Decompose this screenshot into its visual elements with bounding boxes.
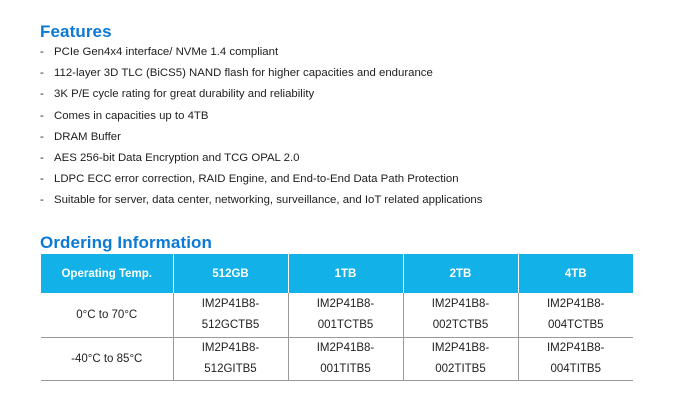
- feature-item: - Comes in capacities up to 4TB: [40, 109, 482, 130]
- bullet-dash: -: [40, 151, 44, 164]
- feature-item: - AES 256-bit Data Encryption and TCG OPA…: [40, 151, 482, 172]
- part-prefix: IM2P41B8-: [546, 298, 605, 310]
- part-number-cell: IM2P41B8- 002TITB5: [402, 337, 518, 381]
- part-prefix: IM2P41B8-: [316, 298, 375, 310]
- feature-item: - LDPC ECC error correction, RAID Engine,…: [40, 172, 482, 193]
- bullet-dash: -: [40, 88, 44, 101]
- part-number-cell: IM2P41B8- 002TCTB5: [402, 293, 518, 338]
- part-suffix: 004TCTB5: [547, 319, 604, 331]
- feature-text: LDPC ECC error correction, RAID Engine, …: [54, 173, 459, 186]
- features-list: - PCIe Gen4x4 interface/ NVMe 1.4 complia…: [40, 45, 482, 215]
- part-suffix: 512GCTB5: [201, 319, 260, 331]
- feature-text: Comes in capacities up to 4TB: [54, 109, 209, 122]
- bullet-dash: -: [40, 194, 44, 207]
- part-number-cell: IM2P41B8- 512GITB5: [172, 337, 288, 381]
- feature-text: 112-layer 3D TLC (BiCS5) NAND flash for …: [54, 67, 433, 80]
- part-suffix: 001TCTB5: [317, 319, 374, 331]
- temp-range-cell: 0°C to 70°C: [41, 293, 173, 338]
- part-prefix: IM2P41B8-: [546, 342, 605, 354]
- feature-text: 3K P/E cycle rating for great durability…: [54, 88, 315, 101]
- part-suffix: 001TITB5: [320, 363, 371, 375]
- part-prefix: IM2P41B8-: [316, 342, 375, 354]
- part-suffix: 512GITB5: [204, 363, 257, 375]
- feature-text: AES 256-bit Data Encryption and TCG OPAL…: [54, 151, 300, 164]
- part-number-cell: IM2P41B8- 001TCTB5: [287, 293, 403, 338]
- feature-item: - Suitable for server, data center, netwo…: [40, 193, 482, 214]
- feature-text: DRAM Buffer: [54, 130, 121, 143]
- table-row: 0°C to 70°C IM2P41B8- 512GCTB5 IM2P41B8- 0…: [41, 293, 633, 338]
- table-row: -40°C to 85°C IM2P41B8- 512GITB5 IM2P41B8…: [41, 337, 633, 381]
- feature-text: Suitable for server, data center, networ…: [54, 194, 483, 207]
- table-header-row: Operating Temp. 512GB 1TB 2TB 4TB: [41, 254, 633, 293]
- part-suffix: 002TITB5: [435, 363, 486, 375]
- part-prefix: IM2P41B8-: [431, 342, 490, 354]
- part-number-cell: IM2P41B8- 004TCTB5: [517, 293, 633, 338]
- part-suffix: 002TCTB5: [432, 319, 489, 331]
- feature-item: -112-layer 3D TLC (BiCS5) NAND flash for…: [40, 66, 482, 87]
- part-prefix: IM2P41B8-: [201, 342, 260, 354]
- part-prefix: IM2P41B8-: [431, 298, 490, 310]
- features-heading: Features: [40, 22, 112, 41]
- feature-item: - DRAM Buffer: [40, 130, 482, 151]
- bullet-dash: -: [40, 130, 44, 143]
- ordering-table: Operating Temp. 512GB 1TB 2TB 4TB 0°C to…: [41, 254, 633, 381]
- part-suffix: 004TITB5: [550, 363, 602, 375]
- header-operating-temp: Operating Temp.: [41, 254, 173, 293]
- bullet-dash: -: [40, 173, 44, 186]
- part-number-cell: IM2P41B8- 001TITB5: [287, 337, 403, 381]
- part-prefix: IM2P41B8-: [201, 298, 260, 310]
- feature-item: -3K P/E cycle rating for great durabilit…: [40, 87, 482, 108]
- feature-text: PCIe Gen4x4 interface/ NVMe 1.4 complian…: [54, 46, 279, 58]
- temp-range-cell: -40°C to 85°C: [41, 337, 173, 381]
- header-2tb: 2TB: [402, 254, 518, 293]
- bullet-dash: -: [40, 46, 44, 58]
- bullet-dash: -: [40, 67, 44, 80]
- header-4tb: 4TB: [517, 254, 633, 293]
- bullet-dash: -: [40, 109, 44, 122]
- header-512gb: 512GB: [172, 254, 288, 293]
- part-number-cell: IM2P41B8- 004TITB5: [517, 337, 633, 381]
- part-number-cell: IM2P41B8- 512GCTB5: [172, 293, 288, 338]
- feature-item: - PCIe Gen4x4 interface/ NVMe 1.4 complia…: [40, 45, 482, 66]
- ordering-heading: Ordering Information: [40, 233, 212, 252]
- header-1tb: 1TB: [287, 254, 403, 293]
